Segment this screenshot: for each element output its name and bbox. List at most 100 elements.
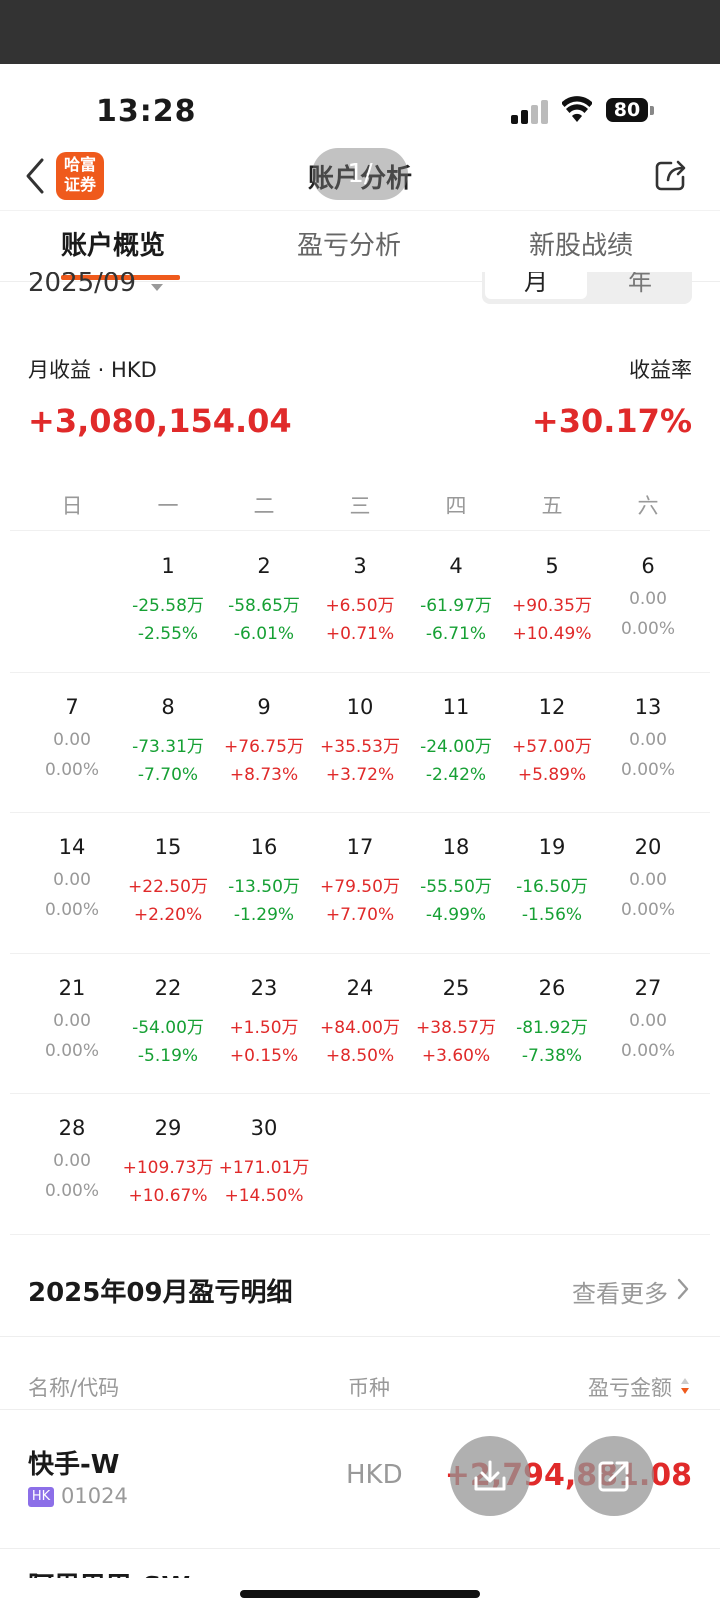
calendar-day-amount: +76.75万 <box>224 736 304 757</box>
calendar-day-cell[interactable]: 13 0.00 0.00% <box>600 672 696 816</box>
calendar-day-number: 9 <box>257 694 271 719</box>
calendar-day-amount: 0.00 <box>53 1010 91 1031</box>
calendar-day-cell[interactable]: 19 -16.50万 -1.56% <box>504 812 600 956</box>
download-icon <box>474 1460 506 1491</box>
cellular-signal-icon <box>511 100 551 124</box>
calendar-day-cell[interactable]: 5 +90.35万 +10.49% <box>504 531 600 675</box>
calendar-day-percent: +3.72% <box>325 764 395 785</box>
calendar-day-cell[interactable]: 16 -13.50万 -1.29% <box>216 812 312 956</box>
calendar-day-percent: 0.00% <box>620 759 675 780</box>
calendar-day-number: 17 <box>346 835 374 859</box>
calendar-day-percent: 0.00% <box>620 1040 675 1061</box>
calendar-day-cell[interactable]: 9 +76.75万 +8.73% <box>216 672 312 816</box>
calendar-day-amount: -13.50万 <box>228 877 300 897</box>
calendar-day-cell[interactable]: 4 -61.97万 -6.71% <box>408 531 504 675</box>
calendar-day-cell[interactable]: 2 -58.65万 -6.01% <box>216 531 312 675</box>
calendar-day-percent: -1.56% <box>521 905 583 925</box>
calendar-day-number: 19 <box>538 835 566 859</box>
calendar-day-amount: +35.53万 <box>320 736 400 757</box>
tab-ipo-record[interactable]: 新股战绩 <box>529 231 634 261</box>
calendar-day-percent: -2.42% <box>425 764 487 785</box>
calendar-day-cell[interactable]: 28 0.00 0.00% <box>24 1093 120 1237</box>
calendar-day-amount: 0.00 <box>629 870 667 890</box>
calendar-day-cell[interactable]: 21 0.00 0.00% <box>24 953 120 1097</box>
export-button[interactable] <box>574 1436 654 1516</box>
calendar-day-cell[interactable]: 1 -25.58万 -2.55% <box>120 531 216 675</box>
calendar-day-cell[interactable]: 6 0.00 0.00% <box>600 531 696 675</box>
chevron-right-icon[interactable] <box>672 1276 694 1302</box>
divider <box>0 1548 720 1549</box>
calendar-day-percent: 0.00% <box>620 619 675 639</box>
top-dark-band <box>0 0 720 64</box>
calendar-day-cell[interactable]: 20 0.00 0.00% <box>600 812 696 956</box>
toggle-month[interactable]: 月 <box>485 272 587 299</box>
calendar-day-cell[interactable]: 26 -81.92万 -7.38% <box>504 953 600 1097</box>
back-arrow-icon[interactable] <box>22 156 48 196</box>
view-more-link[interactable]: 查看更多 <box>572 1280 668 1308</box>
tab-account-overview[interactable]: 账户概览 <box>61 231 166 261</box>
calendar-day-cell[interactable]: 18 -55.50万 -4.99% <box>408 812 504 956</box>
sort-icon[interactable] <box>680 1377 690 1395</box>
calendar-day-cell[interactable]: 8 -73.31万 -7.70% <box>120 672 216 816</box>
page-title: 账户分析 <box>307 164 412 194</box>
calendar-day-cell[interactable]: 24 +84.00万 +8.50% <box>312 953 408 1097</box>
calendar-day-number: 16 <box>250 835 278 859</box>
calendar-day-percent: +3.60% <box>421 1045 491 1066</box>
calendar-day-number: 24 <box>346 975 374 1000</box>
monthly-return-value: +3,080,154.04 <box>28 402 292 440</box>
calendar-day-cell[interactable]: 22 -54.00万 -5.19% <box>120 953 216 1097</box>
calendar-day-percent: -2.55% <box>137 624 199 644</box>
calendar-day-number: 2 <box>257 554 271 578</box>
calendar-day-amount: 0.00 <box>629 729 667 750</box>
calendar-day-cell[interactable]: 25 +38.57万 +3.60% <box>408 953 504 1097</box>
divider <box>0 1409 720 1410</box>
calendar-day-percent: -6.01% <box>233 624 295 644</box>
calendar-row-divider <box>10 952 710 954</box>
calendar-day-percent: +8.50% <box>325 1045 395 1066</box>
calendar-day-amount: +79.50万 <box>320 877 400 897</box>
logo-line-1: 哈富 <box>63 155 96 174</box>
calendar-day-cell[interactable]: 7 0.00 0.00% <box>24 672 120 816</box>
month-selector[interactable]: 2025/09 <box>28 272 137 298</box>
calendar-day-number: 21 <box>58 975 86 1000</box>
calendar-day-number: 8 <box>161 694 175 719</box>
col-header-pl[interactable]: 盈亏金额 <box>588 1376 672 1400</box>
return-rate-value: +30.17% <box>531 402 692 440</box>
calendar-day-number: 15 <box>154 835 182 859</box>
calendar-day-cell[interactable]: 23 +1.50万 +0.15% <box>216 953 312 1097</box>
calendar-day-number: 28 <box>58 1116 86 1140</box>
tab-pl-analysis[interactable]: 盈亏分析 <box>297 231 402 261</box>
calendar-day-cell[interactable]: 3 +6.50万 +0.71% <box>312 531 408 675</box>
calendar-day-percent: 0.00% <box>44 759 99 780</box>
toggle-year[interactable]: 年 <box>628 272 652 296</box>
calendar-day-number: 22 <box>154 975 182 1000</box>
calendar-day-percent: +10.67% <box>128 1186 208 1206</box>
calendar-day-cell[interactable]: 29 +109.73万 +10.67% <box>120 1093 216 1237</box>
calendar-day-cell[interactable]: 14 0.00 0.00% <box>24 812 120 956</box>
monthly-return-label: 月收益 · HKD <box>28 358 157 382</box>
stock-name[interactable]: 快手-W <box>28 1450 120 1480</box>
weekday-sun: 日 <box>61 494 83 518</box>
calendar-day-cell[interactable]: 12 +57.00万 +5.89% <box>504 672 600 816</box>
calendar-day-percent: +14.50% <box>224 1186 304 1206</box>
calendar-day-cell[interactable]: 10 +35.53万 +3.72% <box>312 672 408 816</box>
calendar-day-cell[interactable]: 11 -24.00万 -2.42% <box>408 672 504 816</box>
download-button[interactable] <box>450 1436 530 1516</box>
calendar-day-percent: 0.00% <box>44 1040 99 1061</box>
caret-down-icon[interactable] <box>151 284 163 291</box>
battery-icon: 80 <box>606 98 648 122</box>
calendar-day-number: 12 <box>538 694 566 719</box>
calendar-day-number: 7 <box>65 694 79 719</box>
wifi-icon <box>562 96 592 122</box>
calendar-day-cell[interactable]: 17 +79.50万 +7.70% <box>312 812 408 956</box>
detail-section-title: 2025年09月盈亏明细 <box>28 1278 293 1308</box>
calendar-day-cell[interactable]: 27 0.00 0.00% <box>600 953 696 1097</box>
calendar-day-percent: -6.71% <box>425 624 487 644</box>
home-indicator <box>240 1590 480 1598</box>
stock-name-partial[interactable]: 阿里巴巴-SW <box>28 1566 190 1578</box>
logo-line-2: 证券 <box>63 175 96 194</box>
calendar-day-amount: +84.00万 <box>320 1017 400 1038</box>
calendar-day-cell[interactable]: 30 +171.01万 +14.50% <box>216 1093 312 1237</box>
share-icon[interactable] <box>654 158 688 192</box>
calendar-day-cell[interactable]: 15 +22.50万 +2.20% <box>120 812 216 956</box>
